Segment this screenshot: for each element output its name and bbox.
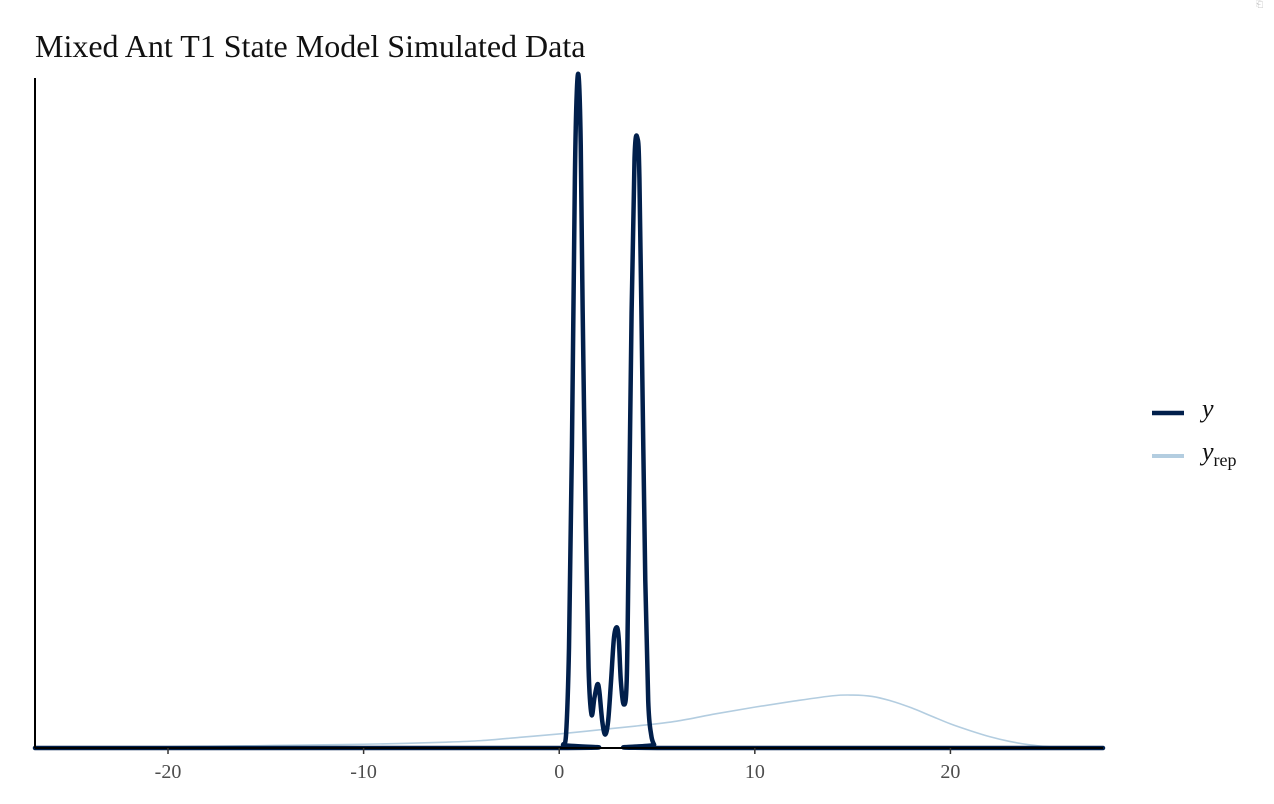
x-tick-label: -10 bbox=[350, 761, 377, 783]
x-tick-label: 20 bbox=[940, 761, 960, 783]
series-line-y-rep bbox=[34, 694, 1104, 749]
legend-label-y-rep: yrep bbox=[1199, 437, 1237, 470]
x-tick-label: 0 bbox=[554, 761, 564, 783]
x-tick-label: -20 bbox=[155, 761, 182, 783]
series-layer bbox=[32, 71, 1106, 751]
legend-label-y: y bbox=[1199, 394, 1214, 423]
chart-title: Mixed Ant T1 State Model Simulated Data bbox=[35, 28, 586, 64]
series-line-y bbox=[32, 71, 1106, 751]
toolbar-corner-icon[interactable]: ⎗ bbox=[1256, 0, 1264, 10]
x-tick-label: 10 bbox=[745, 761, 765, 783]
legend: y yrep bbox=[1152, 394, 1237, 470]
x-axis-ticks: -20 -10 0 10 20 bbox=[155, 748, 960, 783]
